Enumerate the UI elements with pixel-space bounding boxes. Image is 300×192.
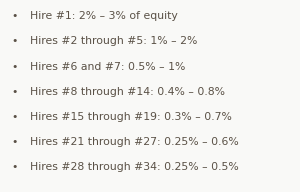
Text: Hire #1: 2% – 3% of equity: Hire #1: 2% – 3% of equity bbox=[30, 11, 178, 21]
Text: Hires #8 through #14: 0.4% – 0.8%: Hires #8 through #14: 0.4% – 0.8% bbox=[30, 87, 225, 97]
Text: Hires #6 and #7: 0.5% – 1%: Hires #6 and #7: 0.5% – 1% bbox=[30, 62, 185, 72]
Text: Hires #2 through #5: 1% – 2%: Hires #2 through #5: 1% – 2% bbox=[30, 36, 197, 46]
Text: Hires #28 through #34: 0.25% – 0.5%: Hires #28 through #34: 0.25% – 0.5% bbox=[30, 162, 239, 172]
Text: •: • bbox=[12, 36, 18, 46]
Text: •: • bbox=[12, 162, 18, 172]
Text: •: • bbox=[12, 112, 18, 122]
Text: •: • bbox=[12, 137, 18, 147]
Text: Hires #21 through #27: 0.25% – 0.6%: Hires #21 through #27: 0.25% – 0.6% bbox=[30, 137, 239, 147]
Text: •: • bbox=[12, 87, 18, 97]
Text: •: • bbox=[12, 62, 18, 72]
Text: •: • bbox=[12, 11, 18, 21]
Text: Hires #15 through #19: 0.3% – 0.7%: Hires #15 through #19: 0.3% – 0.7% bbox=[30, 112, 232, 122]
